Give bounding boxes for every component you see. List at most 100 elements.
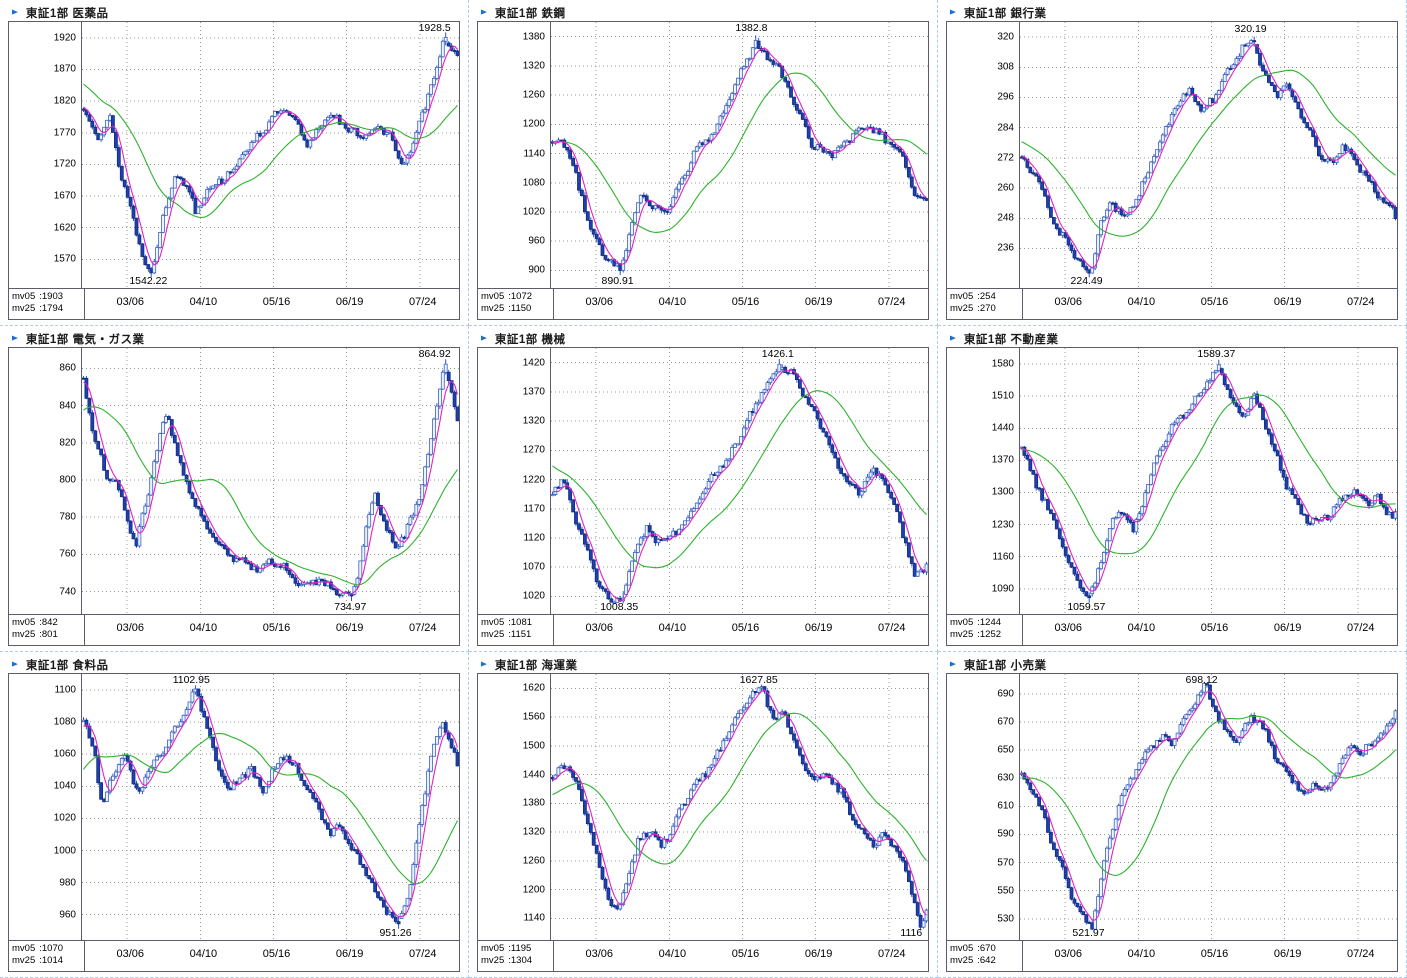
high-annotation: 1589.37 [1197, 348, 1236, 360]
ma5-legend-label: mv05 [12, 943, 36, 954]
y-tick-label: 800 [59, 474, 76, 486]
x-tick-label: 03/06 [116, 948, 144, 960]
play-arrow-icon: ► [948, 7, 958, 17]
y-tick-label: 1020 [522, 590, 545, 602]
plot-area[interactable]: 864.92 734.97 [82, 348, 459, 614]
y-tick-label: 740 [59, 586, 76, 598]
ma5-legend-value: :1903 [39, 291, 64, 302]
y-tick-label: 1380 [522, 797, 545, 809]
x-axis: 03/06 04/10 05/16 06/19 07/24 [554, 941, 928, 971]
plot-area[interactable]: 1589.37 1059.57 [1020, 348, 1397, 614]
candlestick-svg [551, 348, 928, 614]
chart-box: 860 840 820 800 780 760 740 864.92 734.97 mv05:… [8, 347, 460, 646]
y-tick-label: 1020 [53, 812, 76, 824]
plot-area[interactable]: 1426.1 1008.35 [551, 348, 928, 614]
plot-area[interactable]: 320.19 224.49 [1020, 22, 1397, 288]
plot-area[interactable]: 1928.5 1542.22 [82, 22, 459, 288]
play-arrow-icon: ► [10, 7, 20, 17]
chart-panel-8: ► 東証1部 海運業 1620 1560 1500 1440 1380 1320 1260 1… [469, 652, 938, 978]
chart-box: 320 308 296 284 272 260 248 236 320.19 224.49 mv… [946, 21, 1398, 320]
x-tick-label: 06/19 [335, 622, 364, 634]
high-annotation: 1627.85 [739, 674, 778, 686]
y-tick-label: 610 [997, 800, 1014, 812]
y-tick-label: 1320 [522, 826, 545, 838]
ma25-legend-label: mv25 [12, 303, 36, 314]
chart-title: 東証1部 食料品 [25, 659, 109, 672]
ma25-legend-label: mv25 [12, 955, 36, 966]
y-tick-label: 1270 [522, 444, 545, 456]
plot-row: 860 840 820 800 780 760 740 864.92 734.97 [9, 348, 459, 614]
y-tick-label: 760 [59, 548, 76, 560]
ma5-legend-line: mv05:842 [12, 617, 84, 629]
ma-legend: mv05:1081 mv25:1151 [478, 615, 554, 645]
ma5-legend-label: mv05 [950, 943, 974, 954]
y-axis: 690 670 650 630 610 590 570 550 530 [947, 674, 1020, 940]
bottom-row: mv05:1244 mv25:1252 03/06 04/10 05/16 06/19… [947, 614, 1397, 645]
x-tick-label: 06/19 [804, 296, 833, 308]
plot-area[interactable]: 1627.85 1116 [551, 674, 928, 940]
y-tick-label: 960 [59, 909, 76, 921]
plot-row: 1100 1080 1060 1040 1020 1000 980 960 1102.95 95… [9, 674, 459, 940]
y-tick-label: 1260 [522, 855, 545, 867]
ma25-legend-value: :1794 [39, 303, 64, 314]
y-tick-label: 1260 [522, 89, 545, 101]
low-annotation: 890.91 [601, 275, 634, 287]
chart-title: 東証1部 小売業 [963, 659, 1047, 672]
y-tick-label: 1320 [522, 60, 545, 72]
ma5-legend-label: mv05 [12, 291, 36, 302]
x-tick-label: 03/06 [585, 948, 613, 960]
x-tick-label: 05/16 [1200, 622, 1229, 634]
plot-area[interactable]: 1382.8 890.91 [551, 22, 928, 288]
chart-titlebar: ► 東証1部 海運業 [477, 656, 929, 673]
y-axis: 320 308 296 284 272 260 248 236 [947, 22, 1020, 288]
chart-panel-6: ► 東証1部 不動産業 1580 1510 1440 1370 1300 1230 1160… [938, 326, 1407, 652]
plot-area[interactable]: 1102.95 951.26 [82, 674, 459, 940]
ma5-legend-line: mv05:1244 [950, 617, 1022, 629]
x-tick-label: 03/06 [1054, 622, 1082, 634]
high-annotation: 1102.95 [172, 674, 210, 686]
plot-row: 1380 1320 1260 1200 1140 1080 1020 960 900 1382.… [478, 22, 928, 288]
ma25-legend-line: mv25:1252 [950, 629, 1022, 641]
y-tick-label: 1090 [991, 583, 1014, 595]
bottom-row: mv05:1070 mv25:1014 03/06 04/10 05/16 06/19… [9, 940, 459, 971]
plot-row: 1420 1370 1320 1270 1220 1170 1120 1070 1020 142… [478, 348, 928, 614]
x-tick-label: 07/24 [878, 622, 906, 634]
ma-legend: mv05:1195 mv25:1304 [478, 941, 554, 971]
candlestick-svg [551, 674, 928, 940]
ma-legend: mv05:254 mv25:270 [947, 289, 1023, 319]
plot-area[interactable]: 698.12 521.97 [1020, 674, 1397, 940]
y-tick-label: 260 [997, 182, 1014, 194]
chart-title: 東証1部 電気・ガス業 [25, 333, 145, 346]
y-tick-label: 900 [528, 264, 545, 276]
ma25-legend-value: :1014 [39, 955, 64, 966]
ma-legend: mv05:1903 mv25:1794 [9, 289, 85, 319]
ma-legend: mv05:842 mv25:801 [9, 615, 85, 645]
ma5-legend-line: mv05:1195 [481, 943, 553, 955]
play-arrow-icon: ► [10, 659, 20, 669]
y-tick-label: 860 [59, 362, 76, 374]
ma25-legend-value: :1304 [508, 955, 533, 966]
play-arrow-icon: ► [948, 333, 958, 343]
play-arrow-icon: ► [479, 7, 489, 17]
ma25-legend-line: mv25:1014 [12, 955, 84, 967]
y-tick-label: 570 [997, 857, 1014, 869]
chart-panel-7: ► 東証1部 食料品 1100 1080 1060 1040 1020 1000 980 96… [0, 652, 469, 978]
x-tick-label: 04/10 [658, 622, 687, 634]
x-tick-label: 07/24 [1347, 948, 1375, 960]
ma5-legend-label: mv05 [481, 291, 505, 302]
x-axis: 03/06 04/10 05/16 06/19 07/24 [85, 615, 459, 645]
ma5-legend-label: mv05 [481, 617, 505, 628]
y-axis: 1920 1870 1820 1770 1720 1670 1620 1570 [9, 22, 82, 288]
play-arrow-icon: ► [479, 659, 489, 669]
low-annotation: 1059.57 [1067, 601, 1106, 613]
x-tick-label: 05/16 [731, 296, 760, 308]
ma5-legend-value: :1081 [508, 617, 533, 628]
x-tick-label: 03/06 [1054, 948, 1082, 960]
y-tick-label: 1920 [53, 32, 76, 44]
y-axis: 1380 1320 1260 1200 1140 1080 1020 960 900 [478, 22, 551, 288]
x-tick-label: 06/19 [1273, 948, 1302, 960]
x-tick-label: 05/16 [731, 948, 760, 960]
x-tick-label: 06/19 [335, 296, 364, 308]
chart-box: 1580 1510 1440 1370 1300 1230 1160 1090 1589.37… [946, 347, 1398, 646]
